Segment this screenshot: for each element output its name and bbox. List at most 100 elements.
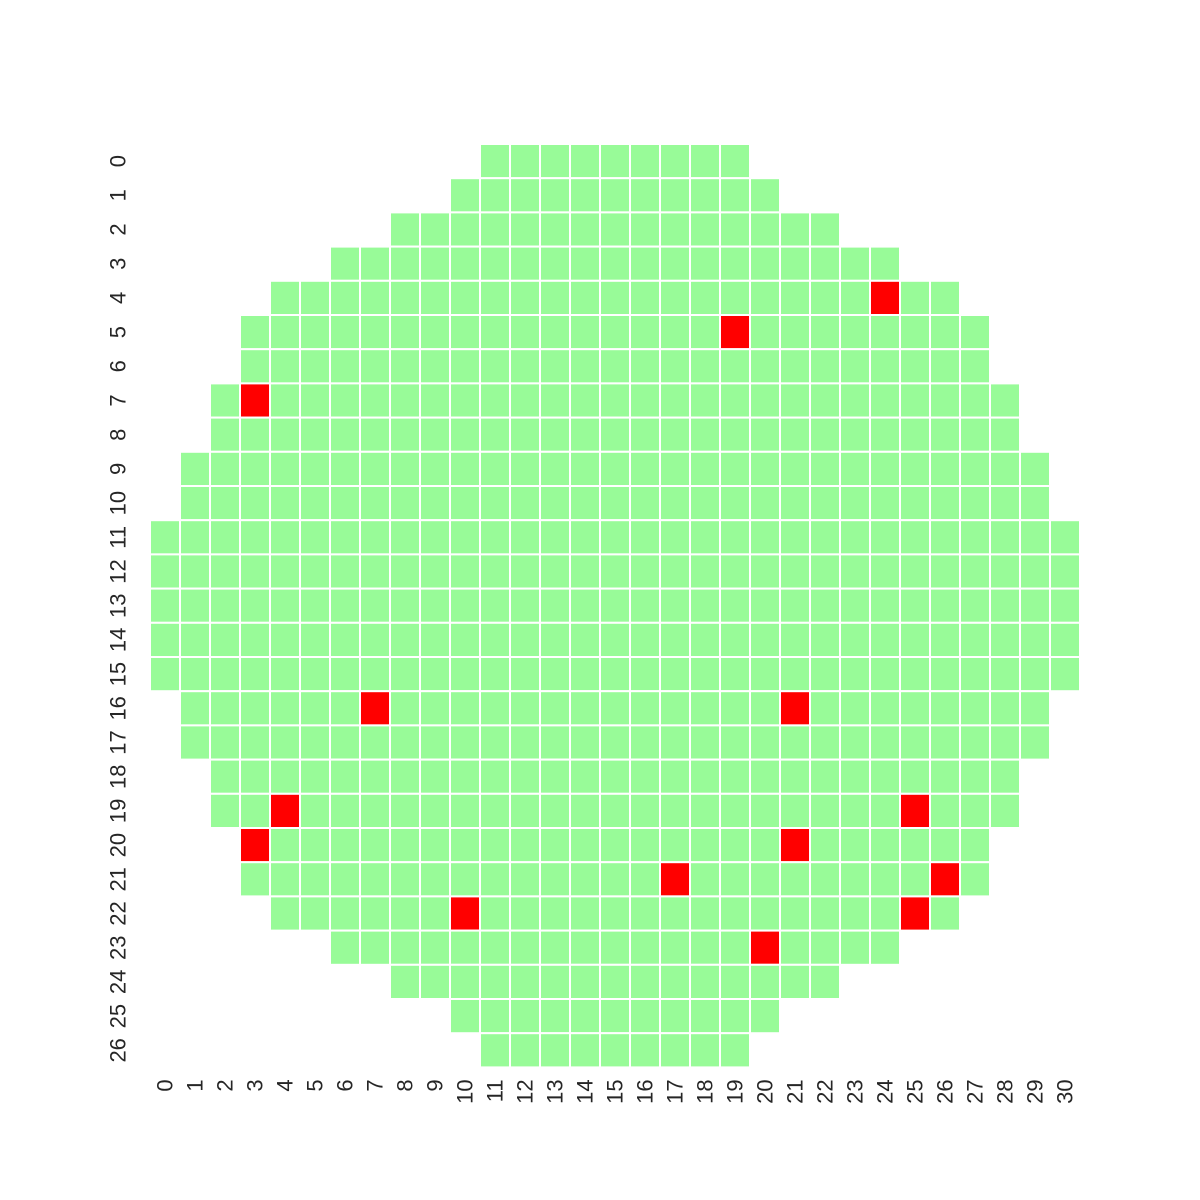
pass-die-cell — [719, 143, 751, 180]
pass-die-cell — [899, 861, 931, 898]
pass-die-cell — [509, 827, 541, 864]
x-tick-label: 2 — [213, 1079, 238, 1091]
pass-die-cell — [569, 485, 601, 522]
pass-die-cell — [659, 998, 691, 1035]
pass-die-cell — [629, 211, 661, 248]
pass-die-cell — [1019, 656, 1051, 693]
pass-die-cell — [359, 314, 391, 351]
pass-die-cell — [299, 450, 331, 487]
pass-die-cell — [299, 656, 331, 693]
pass-die-cell — [839, 587, 871, 624]
pass-die-cell — [689, 416, 721, 453]
y-tick-label: 11 — [106, 526, 131, 549]
pass-die-cell — [1019, 553, 1051, 590]
pass-die-cell — [659, 758, 691, 795]
pass-die-cell — [689, 143, 721, 180]
pass-die-cell — [539, 792, 571, 829]
pass-die-cell — [899, 279, 931, 316]
pass-die-cell — [689, 690, 721, 727]
fail-die-cell — [929, 861, 961, 898]
pass-die-cell — [299, 895, 331, 932]
pass-die-cell — [839, 929, 871, 966]
y-tick-label: 26 — [106, 1038, 131, 1062]
pass-die-cell — [269, 279, 301, 316]
pass-die-cell — [419, 861, 451, 898]
pass-die-cell — [929, 690, 961, 727]
pass-die-cell — [509, 348, 541, 385]
pass-die-cell — [509, 314, 541, 351]
y-tick-label: 15 — [106, 662, 131, 686]
pass-die-cell — [299, 792, 331, 829]
pass-die-cell — [869, 895, 901, 932]
pass-die-cell — [239, 450, 271, 487]
pass-die-cell — [659, 177, 691, 214]
pass-die-cell — [779, 211, 811, 248]
pass-die-cell — [269, 553, 301, 590]
pass-die-cell — [779, 621, 811, 658]
pass-die-cell — [509, 587, 541, 624]
pass-die-cell — [659, 724, 691, 761]
pass-die-cell — [449, 553, 481, 590]
pass-die-cell — [689, 656, 721, 693]
pass-die-cell — [299, 485, 331, 522]
pass-die-cell — [299, 724, 331, 761]
pass-die-cell — [749, 587, 781, 624]
pass-die-cell — [689, 553, 721, 590]
pass-die-cell — [269, 348, 301, 385]
pass-die-cell — [809, 382, 841, 419]
pass-die-cell — [209, 553, 241, 590]
pass-die-cell — [719, 861, 751, 898]
pass-die-cell — [209, 587, 241, 624]
pass-die-cell — [989, 792, 1021, 829]
pass-die-cell — [539, 656, 571, 693]
y-tick-label: 16 — [106, 696, 131, 720]
fail-die-cell — [269, 792, 301, 829]
pass-die-cell — [1019, 450, 1051, 487]
pass-die-cell — [599, 724, 631, 761]
pass-die-cell — [659, 792, 691, 829]
pass-die-cell — [239, 792, 271, 829]
pass-die-cell — [419, 348, 451, 385]
pass-die-cell — [779, 519, 811, 556]
pass-die-cell — [479, 485, 511, 522]
pass-die-cell — [389, 416, 421, 453]
pass-die-cell — [629, 519, 661, 556]
pass-die-cell — [689, 245, 721, 282]
pass-die-cell — [869, 861, 901, 898]
pass-die-cell — [659, 895, 691, 932]
pass-die-cell — [599, 553, 631, 590]
pass-die-cell — [479, 382, 511, 419]
pass-die-cell — [329, 724, 361, 761]
pass-die-cell — [659, 416, 691, 453]
y-tick-label: 4 — [106, 292, 131, 304]
pass-die-cell — [509, 450, 541, 487]
pass-die-cell — [419, 656, 451, 693]
pass-die-cell — [329, 656, 361, 693]
pass-die-cell — [479, 792, 511, 829]
pass-die-cell — [479, 143, 511, 180]
pass-die-cell — [239, 519, 271, 556]
pass-die-cell — [299, 690, 331, 727]
pass-die-cell — [689, 279, 721, 316]
pass-die-cell — [869, 827, 901, 864]
pass-die-cell — [509, 211, 541, 248]
pass-die-cell — [959, 416, 991, 453]
pass-die-cell — [419, 279, 451, 316]
pass-die-cell — [749, 450, 781, 487]
pass-die-cell — [599, 861, 631, 898]
pass-die-cell — [929, 656, 961, 693]
pass-die-cell — [479, 314, 511, 351]
pass-die-cell — [359, 245, 391, 282]
pass-die-cell — [869, 621, 901, 658]
pass-die-cell — [209, 690, 241, 727]
pass-die-cell — [269, 895, 301, 932]
pass-die-cell — [599, 519, 631, 556]
pass-die-cell — [269, 758, 301, 795]
pass-die-cell — [929, 758, 961, 795]
pass-die-cell — [719, 621, 751, 658]
pass-die-cell — [869, 758, 901, 795]
pass-die-cell — [329, 895, 361, 932]
pass-die-cell — [749, 758, 781, 795]
pass-die-cell — [719, 895, 751, 932]
pass-die-cell — [179, 587, 211, 624]
